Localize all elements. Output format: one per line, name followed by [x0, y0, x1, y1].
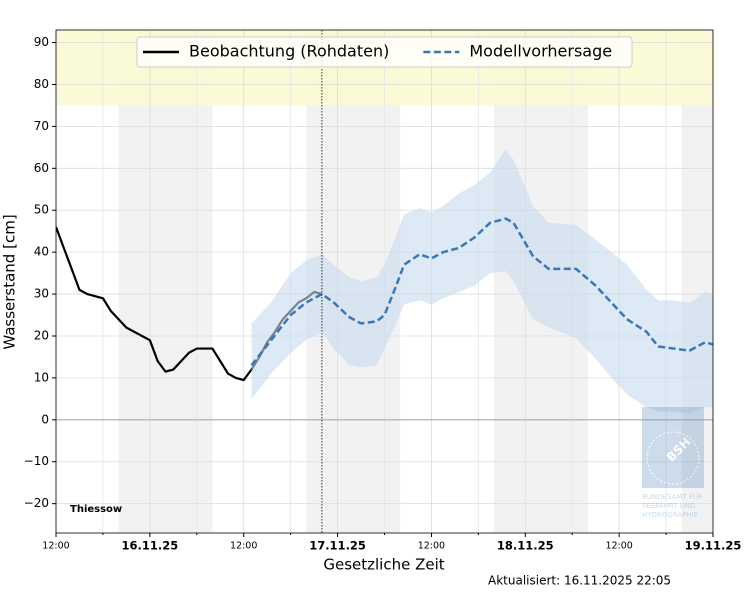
- x-axis-label: Gesetzliche Zeit: [323, 556, 444, 574]
- x-tick-label: 12:00: [230, 541, 257, 552]
- y-tick-label: −20: [24, 496, 49, 510]
- x-tick-label: 12:00: [418, 541, 445, 552]
- y-axis-label: Wasserstand [cm]: [1, 214, 19, 349]
- overlay: 12:00 16.11.25 12:00 17.11.25 12:00 18.11.25 1…: [24, 35, 742, 552]
- x-tick-label: 12:00: [42, 541, 69, 552]
- y-tick-label: 90: [34, 35, 49, 49]
- watermark-line: HYDROGRAPHIE: [642, 511, 698, 519]
- night-band: [681, 30, 713, 533]
- watermark-line: BUNDESAMT FÜR: [642, 492, 703, 501]
- legend: Beobachtung (Rohdaten) Modellvorhersage: [136, 36, 633, 68]
- x-tick-label: 17.11.25: [309, 539, 366, 553]
- watermark-line: SEEFAHRT UND: [642, 502, 695, 510]
- logo-ring: [646, 431, 700, 485]
- plot-frame: [55, 29, 714, 534]
- legend-label: Beobachtung (Rohdaten): [189, 42, 389, 61]
- y-tick-label: 70: [34, 119, 49, 133]
- plot-area: [56, 30, 713, 533]
- y-tick-label: 40: [34, 245, 49, 259]
- legend-box: [136, 36, 633, 68]
- x-tick-label: 16.11.25: [121, 539, 178, 553]
- y-tick-label: −10: [24, 454, 49, 468]
- y-tick-label: 60: [34, 161, 49, 175]
- logo-box: [642, 407, 704, 488]
- legend-label: Modellvorhersage: [469, 42, 612, 61]
- y-tick-label: 10: [34, 370, 49, 384]
- updated-label: Aktualisiert: 16.11.2025 22:05: [488, 574, 671, 588]
- x-tick-label: 12:00: [605, 541, 632, 552]
- y-tick-label: 80: [34, 77, 49, 91]
- x-tick-label: 19.11.25: [685, 539, 742, 553]
- y-tick-label: 50: [34, 203, 49, 217]
- forecast-line: [250, 217, 713, 367]
- uncertainty-band: [251, 149, 713, 414]
- y-tick-label: 20: [34, 328, 49, 342]
- watermark: BSH BUNDESAMT FÜR SEEFAHRT UND HYDROGRAP…: [642, 407, 704, 519]
- y-tick-label: 0: [41, 412, 49, 426]
- station-label: Thiessow: [70, 504, 122, 515]
- y-tick-label: 30: [34, 287, 49, 301]
- x-tick-label: 18.11.25: [497, 539, 554, 553]
